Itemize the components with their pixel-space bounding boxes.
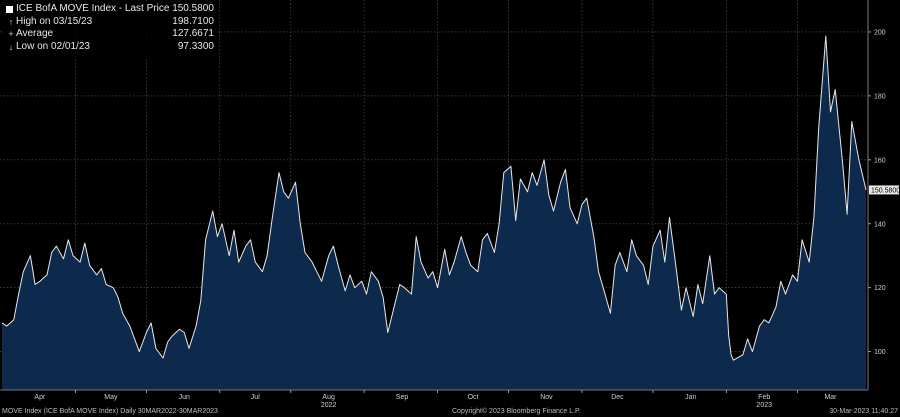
axes: [0, 0, 869, 391]
last-price-badge-label: 150.5800: [871, 187, 900, 194]
footer-timestamp: 30-Mar-2023 11:40:27: [829, 408, 898, 415]
x-year-label: 2023: [756, 402, 772, 409]
y-tick-label: 160: [874, 157, 886, 164]
legend-last-price: 150.5800: [172, 3, 214, 14]
last-price-badge: [869, 185, 899, 195]
arrow-up-icon: ↑: [8, 16, 14, 27]
y-tick-label: 100: [874, 349, 886, 356]
legend: ICE BofA MOVE Index - Last Price 150.580…: [2, 3, 216, 58]
x-tick-label: Nov: [540, 394, 553, 401]
legend-low-value: 97.3300: [177, 40, 214, 52]
x-tick-label: Oct: [468, 394, 479, 401]
legend-title-row: ICE BofA MOVE Index - Last Price 150.580…: [2, 3, 216, 16]
legend-low-label: Low on 02/01/23: [16, 40, 90, 52]
x-tick-label: Jan: [685, 394, 696, 401]
legend-average-row: + Average 127.6671: [2, 28, 216, 41]
x-axis-ticks: Apr May Jun Jul Aug Sep Oct Nov Dec Jan Feb Mar 2022…: [34, 390, 837, 409]
x-tick-label: Sep: [396, 394, 409, 401]
x-tick-label: Aug: [322, 394, 335, 401]
arrow-down-icon: ↓: [8, 41, 14, 52]
legend-low-row: ↓ Low on 02/01/23 97.3300: [2, 41, 216, 54]
x-tick-label: Jun: [179, 394, 190, 401]
legend-title-text: ICE BofA MOVE Index - Last Price: [16, 3, 170, 14]
series-line: [1, 35, 867, 361]
legend-high-value: 198.7100: [172, 15, 214, 27]
legend-high-label: High on 03/15/23: [16, 15, 93, 27]
legend-average-value: 127.6671: [172, 28, 214, 39]
x-tick-label: May: [104, 394, 118, 401]
minus-icon: +: [8, 29, 14, 39]
legend-title: ICE BofA MOVE Index - Last Price 150.580…: [6, 3, 214, 16]
footer-copyright: Copyright© 2023 Bloomberg Finance L.P.: [452, 408, 581, 415]
legend-average-label: Average: [16, 28, 54, 39]
x-tick-label: Jul: [251, 394, 260, 401]
x-tick-label: Apr: [34, 394, 46, 401]
last-price-marker: 150.5800: [869, 185, 900, 195]
x-year-label: 2022: [321, 402, 337, 409]
series-swatch-icon: [6, 5, 13, 13]
y-tick-label: 180: [874, 93, 886, 100]
x-tick-label: Dec: [611, 394, 624, 401]
y-tick-label: 200: [874, 29, 886, 36]
x-tick-label: Mar: [824, 394, 837, 401]
y-axis-ticks: 100 120 140 160 180 200: [868, 29, 886, 356]
footer: MOVE Index (ICE BofA MOVE Index) Daily 3…: [0, 406, 900, 417]
x-tick-label: Feb: [758, 394, 770, 401]
series-area-fill: [2, 36, 866, 390]
y-tick-label: 120: [874, 285, 886, 292]
y-tick-label: 140: [874, 221, 886, 228]
footer-series-info: MOVE Index (ICE BofA MOVE Index) Daily 3…: [2, 408, 218, 415]
legend-high-row: ↑ High on 03/15/23 198.7100: [2, 16, 216, 29]
